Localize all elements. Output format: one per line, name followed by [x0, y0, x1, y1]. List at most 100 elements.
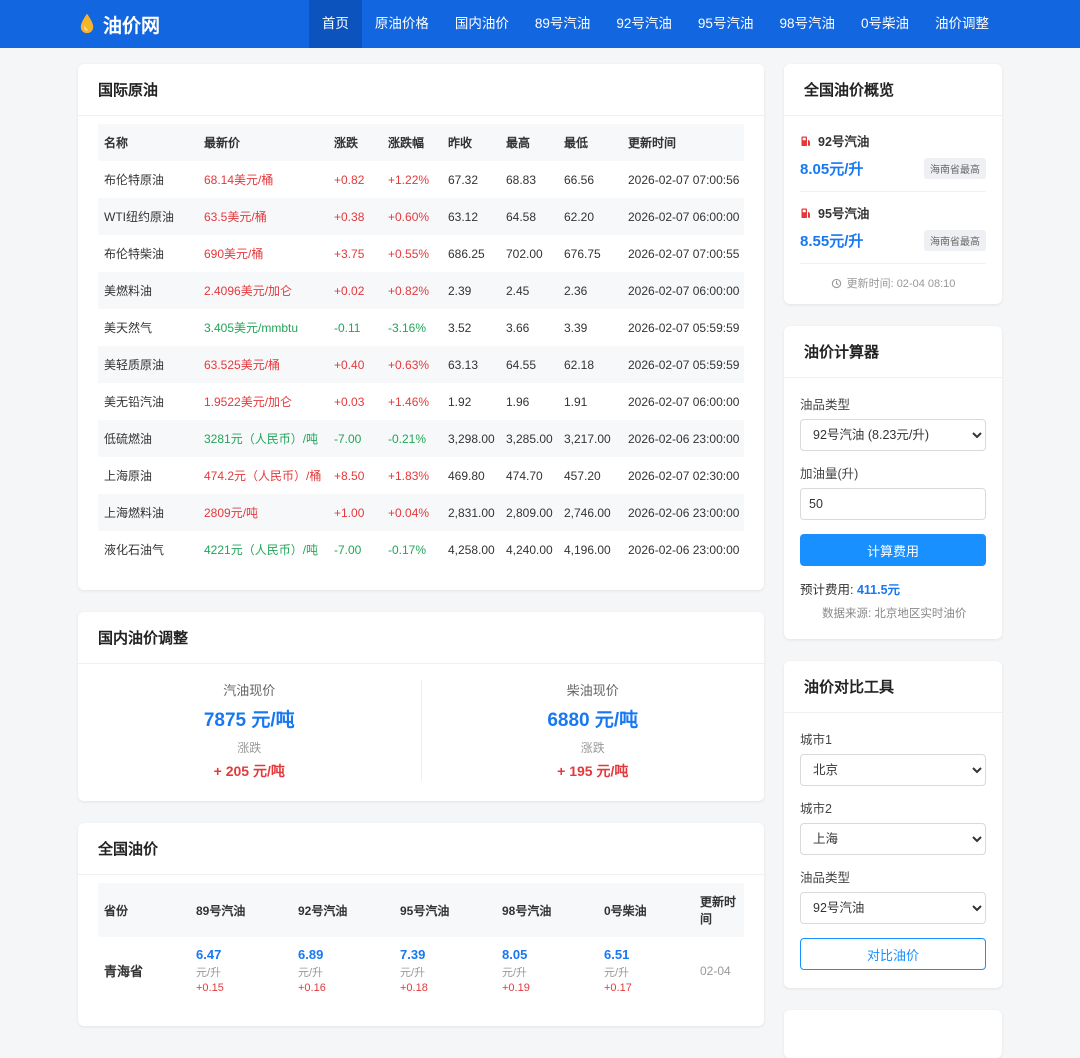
diesel-label: 柴油现价 — [566, 683, 619, 698]
main-column: 国际原油 名称 最新价 涨跌 涨跌幅 昨收 最高 最低 更新时间 — [78, 64, 764, 1026]
day-low: 62.20 — [564, 209, 595, 224]
calculate-button[interactable]: 计算费用 — [800, 534, 986, 566]
partial-card — [784, 1010, 1002, 1058]
column-header-92: 92号汽油 — [292, 883, 394, 937]
instrument-name: 美轻质原油 — [104, 358, 165, 372]
nav-item[interactable]: 原油价格 — [374, 16, 429, 31]
nav-item[interactable]: 98号汽油 — [779, 16, 835, 31]
international-table: 名称 最新价 涨跌 涨跌幅 昨收 最高 最低 更新时间 — [98, 124, 744, 568]
price-change: +0.16 — [298, 982, 326, 994]
latest-price: 68.14美元/桶 — [204, 173, 274, 187]
instrument-name: 美燃料油 — [104, 284, 153, 298]
compare-button[interactable]: 对比油价 — [800, 938, 986, 970]
nav-item[interactable]: 95号汽油 — [697, 16, 754, 31]
update-time: 2026-02-07 06:00:00 — [628, 394, 740, 409]
price-change-pct: +0.60% — [388, 209, 430, 224]
update-time: 2026-02-06 23:00:00 — [628, 505, 740, 520]
price-unit: 元/升 — [400, 967, 426, 979]
update-time: 2026-02-07 06:00:00 — [628, 209, 740, 224]
prev-close: 2.39 — [448, 283, 472, 298]
day-high: 68.83 — [506, 172, 537, 187]
instrument-name: 布伦特柴油 — [104, 247, 165, 261]
price-change: +1.00 — [334, 505, 365, 520]
prev-close: 2,831.00 — [448, 505, 495, 520]
compare-fuel-select[interactable]: 92号汽油 — [800, 892, 986, 924]
estimated-cost-label: 预计费用: — [800, 583, 854, 597]
price-change-pct: +1.22% — [388, 172, 430, 187]
brand[interactable]: 油价网 — [78, 11, 160, 38]
price-change-pct: +0.82% — [388, 283, 430, 298]
update-time: 2026-02-07 05:59:59 — [628, 357, 740, 372]
international-table-body: 布伦特原油 68.14美元/桶 +0.82 +1.22% 67.32 68.83… — [98, 161, 744, 568]
price-change: +0.40 — [334, 357, 365, 372]
latest-price: 63.5美元/桶 — [204, 210, 267, 224]
nav-item[interactable]: 首页 — [308, 0, 362, 48]
highest-province-badge: 海南省最高 — [924, 230, 986, 251]
update-time: 2026-02-06 23:00:00 — [628, 542, 740, 557]
prev-close: 63.12 — [448, 209, 479, 224]
table-row: 美轻质原油 63.525美元/桶 +0.40 +0.63% 63.13 64.5… — [98, 346, 744, 383]
nav-links: 首页 原油价格 国内油价 89号汽油 92号汽油 95号汽油 98号汽油 0号柴… — [308, 0, 1002, 48]
city1-select[interactable]: 北京 — [800, 754, 986, 786]
update-time: 02-04 — [700, 963, 731, 978]
prev-close: 3,298.00 — [448, 431, 495, 446]
highest-province-badge: 海南省最高 — [924, 158, 986, 179]
nav-item[interactable]: 0号柴油 — [860, 16, 909, 31]
table-row: 布伦特原油 68.14美元/桶 +0.82 +1.22% 67.32 68.83… — [98, 161, 744, 198]
table-header-row: 省份 89号汽油 92号汽油 95号汽油 98号汽油 0号柴油 更新时间 — [98, 883, 744, 937]
nav-item[interactable]: 油价调整 — [935, 16, 989, 31]
top-navbar: 油价网 首页 原油价格 国内油价 89号汽油 92号汽油 95号汽油 98号汽油… — [0, 0, 1080, 48]
diesel-price: 6880 元/吨 — [547, 710, 639, 731]
column-header-change: 涨跌 — [328, 124, 382, 161]
nav-item[interactable]: 92号汽油 — [616, 16, 672, 31]
instrument-name: 美天然气 — [104, 321, 153, 335]
compare-fuel-label: 油品类型 — [800, 871, 851, 885]
price-change-pct: +0.63% — [388, 357, 430, 372]
overview-card: 全国油价概览 92号汽油 8.05元 — [784, 64, 1002, 304]
city1-label: 城市1 — [800, 733, 832, 747]
price-value: 7.39 — [400, 947, 426, 962]
table-row: 上海燃料油 2809元/吨 +1.00 +0.04% 2,831.00 2,80… — [98, 494, 744, 531]
column-header-89: 89号汽油 — [190, 883, 292, 937]
day-high: 2,809.00 — [506, 505, 553, 520]
diesel-change: + 195 元/吨 — [557, 763, 629, 779]
day-high: 474.70 — [506, 468, 543, 483]
amount-input[interactable] — [800, 488, 986, 520]
column-header-95: 95号汽油 — [394, 883, 496, 937]
column-header-province: 省份 — [98, 883, 190, 937]
day-high: 64.58 — [506, 209, 537, 224]
gasoline-label: 汽油现价 — [223, 683, 276, 698]
gasoline-adjustment: 汽油现价 7875 元/吨 涨跌 + 205 元/吨 — [78, 680, 421, 781]
day-low: 457.20 — [564, 468, 601, 483]
prev-close: 67.32 — [448, 172, 479, 187]
fuel-type-select[interactable]: 92号汽油 (8.23元/升) — [800, 419, 986, 451]
day-high: 3,285.00 — [506, 431, 553, 446]
instrument-name: 液化石油气 — [104, 543, 165, 557]
nav-item[interactable]: 89号汽油 — [534, 16, 591, 31]
column-header-diesel0: 0号柴油 — [598, 883, 694, 937]
data-source-note: 数据来源: 北京地区实时油价 — [822, 608, 967, 620]
price-change: -7.00 — [334, 431, 362, 446]
latest-price: 63.525美元/桶 — [204, 358, 281, 372]
fuel-price: 8.55元/升 — [800, 233, 864, 250]
day-low: 2,746.00 — [564, 505, 611, 520]
price-change: +0.82 — [334, 172, 365, 187]
province-name: 青海省 — [104, 964, 144, 979]
update-time: 2026-02-07 07:00:55 — [628, 246, 740, 261]
day-high: 4,240.00 — [506, 542, 553, 557]
prev-close: 1.92 — [448, 394, 472, 409]
day-high: 64.55 — [506, 357, 537, 372]
city2-select[interactable]: 上海 — [800, 823, 986, 855]
latest-price: 4221元（人民币）/吨 — [204, 543, 319, 557]
prev-close: 469.80 — [448, 468, 485, 483]
update-time: 2026-02-07 06:00:00 — [628, 283, 740, 298]
day-low: 2.36 — [564, 283, 588, 298]
latest-price: 3281元（人民币）/吨 — [204, 432, 319, 446]
latest-price: 474.2元（人民币）/桶 — [204, 469, 322, 483]
overview-item: 95号汽油 8.55元/升 海南省最高 — [800, 192, 986, 264]
prev-close: 686.25 — [448, 246, 485, 261]
price-value: 6.47 — [196, 947, 222, 962]
national-price-card: 全国油价 省份 89号汽油 92号汽油 95号汽油 98号汽油 0号柴油 更新时… — [78, 823, 764, 1026]
gasoline-change-label: 涨跌 — [237, 741, 262, 755]
nav-item[interactable]: 国内油价 — [454, 16, 509, 31]
